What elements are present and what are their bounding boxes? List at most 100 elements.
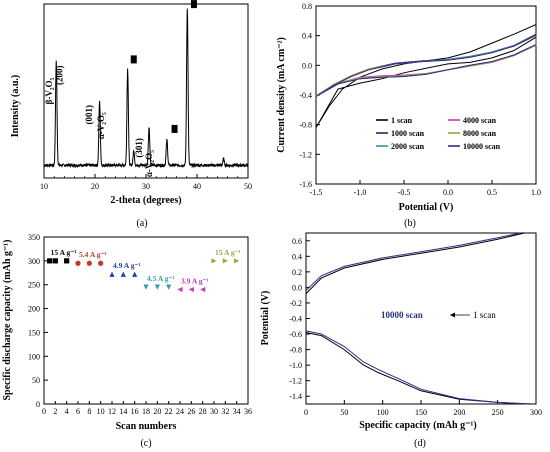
x-tick-label-c: 8 <box>87 407 91 416</box>
x-tick-label-d: 200 <box>453 408 465 417</box>
phase-marker-square <box>171 124 178 133</box>
data-point-square <box>47 258 53 264</box>
x-tick-label-b: 0.0 <box>443 188 453 197</box>
xlabel-c: Scan numbers <box>116 421 177 432</box>
y-tick-label-b: -1.6 <box>299 180 312 189</box>
cv-curve <box>315 34 537 97</box>
x-tick-label-c: 16 <box>131 407 139 416</box>
y-tick-label-c: 50 <box>32 376 40 385</box>
discharge-curve <box>305 330 529 405</box>
y-tick-label-d: -1.0 <box>289 361 302 370</box>
x-tick-label-c: 22 <box>165 407 173 416</box>
x-tick-label-b: -1.0 <box>354 188 367 197</box>
x-tick-label-d: 50 <box>340 408 348 417</box>
x-tick-label-c: 4 <box>65 407 69 416</box>
data-point-triangle <box>188 286 194 293</box>
plot-frame-c <box>43 236 249 405</box>
y-tick-label-c: 250 <box>28 281 40 290</box>
legend-label: 10000 scan <box>463 142 501 151</box>
y-tick-label-b: 0.0 <box>302 61 312 70</box>
y-tick-label-d: -1.2 <box>289 377 302 386</box>
x-tick-label-c: 34 <box>233 407 241 416</box>
data-point-triangle <box>211 258 217 264</box>
x-tick-label-b: 0.5 <box>487 188 497 197</box>
legend-label: 4000 scan <box>463 116 497 125</box>
x-tick-label-d: 0 <box>304 408 308 417</box>
rate-label: 15 A g⁻¹ <box>51 248 77 257</box>
ylabel-a: Intensity (a.u.) <box>10 75 21 138</box>
x-tick-label-b: 1.0 <box>531 188 541 197</box>
xlabel-a: 2-theta (degrees) <box>110 195 181 206</box>
data-point-triangle <box>200 286 206 293</box>
x-tick-label-c: 6 <box>76 407 80 416</box>
data-point-circle <box>86 260 92 266</box>
ylabel-d: Potential (V) <box>260 291 271 346</box>
xlabel-b: Potential (V) <box>399 202 454 213</box>
panel-d: Potential (V) Specific capacity (mAh g⁻¹… <box>260 232 542 449</box>
rate-label: 15 A g⁻¹ <box>215 248 241 257</box>
panel-a: Intensity (a.u.) 2-theta (degrees) (a) 1… <box>10 0 252 229</box>
y-tick-label-b: 0.8 <box>302 2 312 11</box>
y-tick-label-c: 350 <box>28 233 40 242</box>
x-tick-label-d: 150 <box>415 408 427 417</box>
data-point-circle <box>98 260 104 266</box>
panel-label-d: (d) <box>414 438 426 449</box>
x-tick-label-c: 32 <box>221 407 229 416</box>
ylabel-b: Current density (mA cm⁻²) <box>276 37 287 153</box>
annotation-1-scan: 1 scan <box>473 310 496 320</box>
y-tick-label-b: -1.2 <box>299 150 312 159</box>
data-point-triangle <box>109 271 115 277</box>
cv-curve <box>315 33 537 97</box>
data-point-triangle <box>120 271 126 277</box>
panel-label-c: (c) <box>140 438 151 449</box>
phase-annotation: (301) <box>134 138 144 158</box>
y-tick-label-d: 0.4 <box>292 252 302 261</box>
y-tick-label-b: -0.8 <box>299 121 312 130</box>
cv-curve <box>315 23 537 128</box>
y-tick-label-b: -0.4 <box>299 91 312 100</box>
y-tick-label-d: 0.0 <box>292 283 302 292</box>
ylabel-c: Specific discharge capacity (mAh g⁻¹) <box>2 239 13 400</box>
x-tick-label-c: 28 <box>199 407 207 416</box>
plot-frame-b <box>315 5 537 185</box>
xrd-pattern <box>43 8 249 169</box>
cv-curve <box>315 34 537 97</box>
rate-label: 5.4 A g⁻¹ <box>79 250 107 259</box>
phase-marker-square <box>130 55 137 64</box>
x-tick-label-c: 14 <box>119 407 127 416</box>
data-point-triangle <box>234 258 240 264</box>
data-point-triangle <box>154 284 160 290</box>
data-point-triangle <box>222 258 228 264</box>
x-tick-label-a: 40 <box>193 182 201 191</box>
x-tick-label-c: 24 <box>176 407 184 416</box>
y-tick-label-c: 300 <box>28 257 40 266</box>
cv-curve <box>315 34 537 97</box>
x-tick-label-a: 10 <box>40 182 48 191</box>
data-point-triangle <box>143 284 149 290</box>
annotation-10000-scan: 10000 scan <box>381 310 423 320</box>
panel-label-b: (b) <box>404 218 416 229</box>
x-tick-label-a: 30 <box>142 182 150 191</box>
y-tick-label-d: -0.8 <box>289 346 302 355</box>
xlabel-d: Specific capacity (mAh g⁻¹) <box>359 420 476 431</box>
x-tick-label-c: 30 <box>210 407 218 416</box>
x-tick-label-b: -0.5 <box>398 188 411 197</box>
y-tick-label-d: -0.2 <box>289 299 302 308</box>
phase-annotation: α-V₂O₅ <box>96 112 106 139</box>
data-point-circle <box>75 260 81 266</box>
phase-annotation: α-V₂O₅ <box>144 150 154 177</box>
y-tick-label-d: 0.2 <box>292 268 302 277</box>
x-tick-label-d: 300 <box>530 408 542 417</box>
annotation-arrow-head <box>450 312 455 318</box>
y-tick-label-c: 0 <box>36 400 40 409</box>
phase-annotation: (200) <box>54 65 64 85</box>
phase-annotation: β-V₂O₅ <box>44 77 54 104</box>
legend-label: 1 scan <box>391 116 413 125</box>
legend-label: 1000 scan <box>391 129 425 138</box>
x-tick-label-c: 0 <box>42 407 46 416</box>
phase-annotation: (001) <box>84 105 94 125</box>
x-tick-label-a: 50 <box>244 182 252 191</box>
x-tick-label-d: 100 <box>377 408 389 417</box>
x-tick-label-c: 2 <box>53 407 57 416</box>
